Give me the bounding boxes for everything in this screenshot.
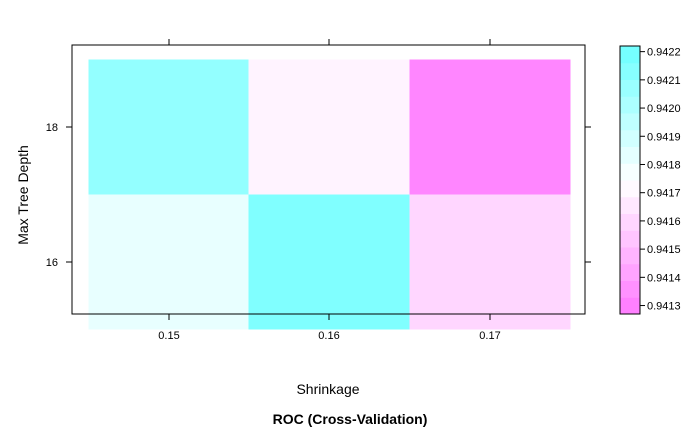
colorbar-tick-label: 0.9422: [647, 47, 681, 59]
colorbar-tick-label: 0.9413: [647, 301, 681, 313]
heatmap-cell: [88, 59, 250, 195]
colorbar-segment: [620, 180, 640, 198]
colorbar-segment: [620, 129, 640, 147]
colorbar-tick-label: 0.9415: [647, 244, 681, 256]
colorbar-segment: [620, 62, 640, 80]
colorbar-segment: [620, 163, 640, 181]
colorbar-segment: [620, 297, 640, 315]
colorbar-layer: 0.9413 0.9414 0.9415 0.9416 0.9417 0.9418 0.94…: [619, 45, 681, 315]
colorbar-tick-label: 0.9416: [647, 216, 681, 228]
colorbar-segment: [620, 96, 640, 114]
colorbar-segment: [620, 46, 640, 64]
x-axis-title: Shrinkage: [296, 381, 359, 397]
colorbar-segment: [620, 280, 640, 298]
colorbar-segment: [620, 230, 640, 248]
heatmap-cell: [409, 194, 571, 330]
colorbar-tick-label: 0.9418: [647, 159, 681, 171]
colorbar-segment: [620, 113, 640, 131]
y-axis-title: Max Tree Depth: [15, 145, 31, 245]
heatmap-cell: [409, 59, 571, 195]
colorbar-tick-label: 0.9417: [647, 188, 681, 200]
colorbar-segment: [620, 247, 640, 265]
colorbar-segment: [620, 146, 640, 164]
chart-caption: ROC (Cross-Validation): [273, 411, 428, 427]
heatmap-cell: [88, 194, 250, 330]
x-tick-label: 0.15: [158, 330, 179, 342]
colorbar-segment: [620, 263, 640, 281]
heatmap-cell: [248, 59, 410, 195]
ticks-layer: 0.15 0.16 0.17 16 18: [46, 39, 591, 342]
x-tick-label: 0.16: [318, 330, 339, 342]
colorbar-tick-label: 0.9419: [647, 131, 681, 143]
y-tick-label: 18: [46, 122, 58, 134]
colorbar-tick-label: 0.9421: [647, 75, 681, 87]
y-tick-label: 16: [46, 257, 58, 269]
colorbar-tick-label: 0.9420: [647, 103, 681, 115]
colorbar-tick-label: 0.9414: [647, 272, 681, 284]
cells-layer: [88, 59, 571, 330]
colorbar-segment: [620, 79, 640, 97]
heatmap-cell: [248, 194, 410, 330]
colorbar-frame: [619, 45, 641, 315]
x-tick-label: 0.17: [479, 330, 500, 342]
colorbar-segment: [620, 196, 640, 214]
colorbar-segment: [620, 213, 640, 231]
